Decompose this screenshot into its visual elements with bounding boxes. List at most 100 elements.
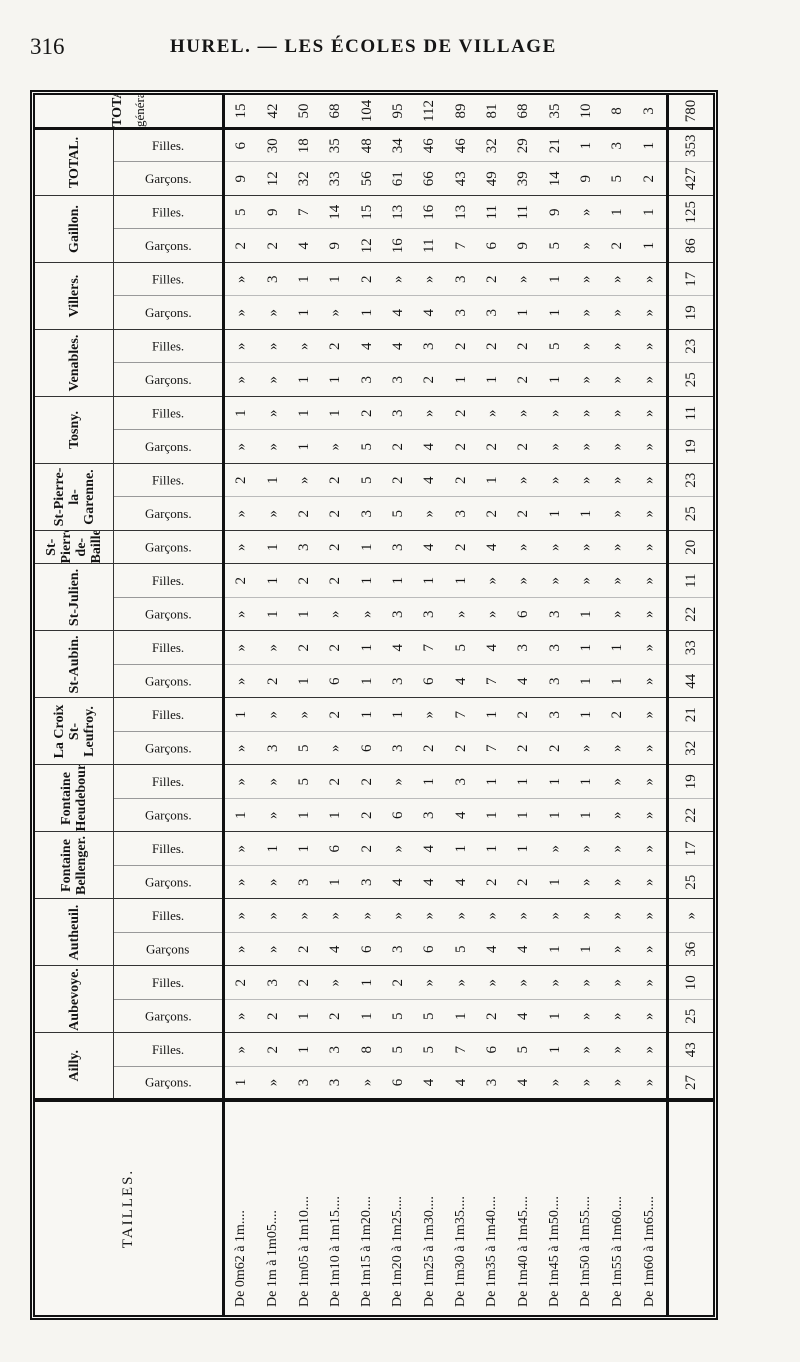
cell: 3 (257, 731, 289, 765)
cell: 2 (320, 530, 352, 564)
data-row: De 1m45 à 1m50....» 1 1» 1» 1» 1 1 2 3 3 3 3»» 1»»» 1… (539, 95, 571, 1315)
cell: » (539, 463, 571, 497)
cell: » (508, 262, 540, 296)
total-cell: 353 (667, 128, 713, 162)
cell: 3 (288, 1066, 321, 1100)
running-title: HUREL. — LES ÉCOLES DE VILLAGE (170, 36, 557, 57)
cell: 2 (445, 731, 477, 765)
cell: 29 (508, 128, 540, 162)
cell: 3 (382, 731, 415, 765)
size-label: De 0m62 à 1m.... (223, 1100, 258, 1315)
size-label: De 1m60 à 1m65.... (633, 1100, 668, 1315)
cell: 1 (223, 396, 258, 430)
cell: 16 (382, 229, 415, 263)
group-header: TOTAL. (35, 128, 114, 196)
cell: 1 (288, 798, 321, 832)
cell: 5 (382, 497, 415, 531)
cell: » (633, 564, 668, 598)
cell: 4 (382, 631, 415, 665)
cell: » (633, 698, 668, 732)
cell: 4 (382, 296, 415, 330)
column-header: Filles. (113, 1033, 224, 1067)
cell: 4 (445, 798, 477, 832)
column-header: Garçons. (113, 1066, 224, 1100)
cell: » (414, 698, 446, 732)
total-cell: 86 (667, 229, 713, 263)
cell: 7 (445, 698, 477, 732)
cell: 1 (570, 631, 603, 665)
cell: 61 (382, 162, 415, 196)
cell: 2 (508, 865, 540, 899)
header-row: TAILLES. Ailly. Aubevoye. Autheuil. Fontaine… (35, 95, 224, 1315)
cell: » (508, 530, 540, 564)
cell: » (570, 530, 603, 564)
cell: 2 (476, 865, 509, 899)
total-cell: 44 (667, 664, 713, 698)
cell: » (539, 430, 571, 464)
size-label: De 1m25 à 1m30.... (414, 1100, 446, 1315)
group-header: Villers. (35, 262, 114, 330)
cell: 33 (320, 162, 352, 196)
cell: 3 (257, 966, 289, 1000)
cell: 5 (351, 463, 383, 497)
cell: » (602, 564, 634, 598)
cell: » (539, 530, 571, 564)
group-header: Fontaine Bellenger. (35, 832, 114, 899)
cell: 4 (351, 329, 383, 363)
cell: » (602, 296, 634, 330)
cell: 4 (414, 296, 446, 330)
cell: 2 (320, 329, 352, 363)
cell: 1 (476, 363, 509, 397)
cell: » (570, 229, 603, 263)
group-header: St-Pierre-la-Garenne. (35, 463, 114, 531)
cell: 1 (570, 698, 603, 732)
size-label: De 1m30 à 1m35.... (445, 1100, 477, 1315)
size-label: De 1m55 à 1m60.... (602, 1100, 634, 1315)
cell: » (223, 899, 258, 933)
cell: 2 (382, 430, 415, 464)
cell: 1 (414, 564, 446, 598)
cell: 2 (257, 229, 289, 263)
cell: 1 (570, 765, 603, 799)
data-row: De 1m25 à 1m30.... 4 5 5» 6» 4 4 3 1 2» 6 7 3 1 4» 4 4» 2… (414, 95, 446, 1315)
general-cell: 35 (539, 95, 571, 129)
cell: » (476, 899, 509, 933)
cell: 3 (602, 128, 634, 162)
total-cell: 19 (667, 430, 713, 464)
cell: 1 (351, 698, 383, 732)
cell: » (633, 1033, 668, 1067)
cell: » (602, 396, 634, 430)
column-header: Garçons. (113, 229, 224, 263)
total-cell: 10 (667, 966, 713, 1000)
general-cell: 3 (633, 95, 668, 129)
cell: 2 (602, 229, 634, 263)
table-body: De 0m62 à 1m.... 1»» 2»»»» 1»» 1»»» 2»» 2» 1»»»… (223, 95, 713, 1315)
cell: 2 (288, 932, 321, 966)
group-header: Fontaine Heudebourg. (35, 765, 114, 832)
cell: 1 (633, 229, 668, 263)
cell: 4 (508, 1066, 540, 1100)
total-cell: 23 (667, 463, 713, 497)
cell: 1 (320, 262, 352, 296)
cell: 2 (382, 463, 415, 497)
cell: » (570, 396, 603, 430)
cell: 2 (414, 363, 446, 397)
cell: 1 (351, 999, 383, 1033)
cell: 1 (351, 296, 383, 330)
cell: » (223, 765, 258, 799)
cell: 2 (288, 497, 321, 531)
total-cell: 17 (667, 832, 713, 866)
cell: 2 (351, 396, 383, 430)
cell: 6 (414, 664, 446, 698)
cell: 2 (320, 463, 352, 497)
cell: » (602, 731, 634, 765)
cell: 2 (257, 664, 289, 698)
cell: 1 (288, 832, 321, 866)
cell: 4 (414, 1066, 446, 1100)
cell: 1 (351, 631, 383, 665)
cell: » (570, 1033, 603, 1067)
cell: 3 (288, 530, 321, 564)
cell: 5 (539, 329, 571, 363)
cell: 5 (288, 765, 321, 799)
cell: » (351, 899, 383, 933)
